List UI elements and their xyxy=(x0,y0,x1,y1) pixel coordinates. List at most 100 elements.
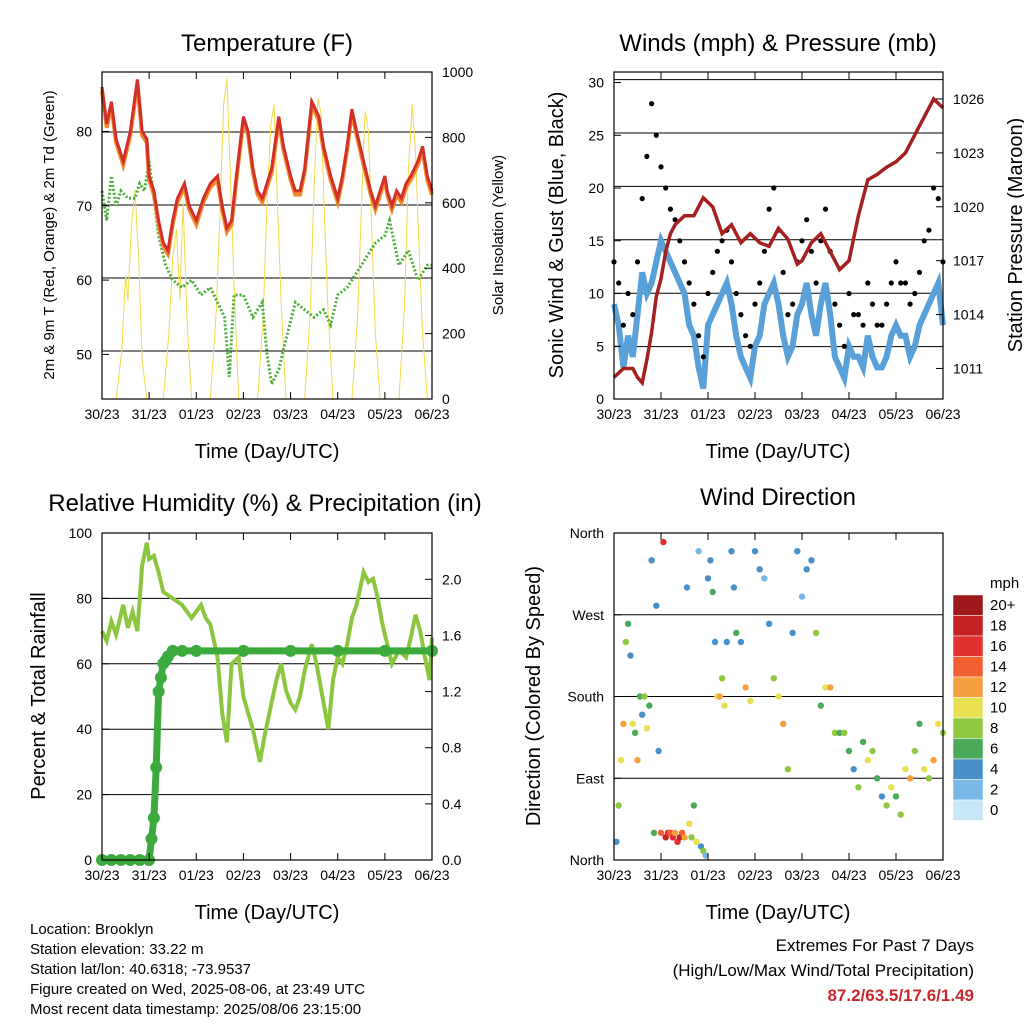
winds-y2-tick-label: 1017 xyxy=(953,253,984,269)
gust-point xyxy=(874,322,880,328)
gust-point xyxy=(822,206,829,212)
gust-point xyxy=(837,322,843,328)
direction-y-tick-label: East xyxy=(576,770,604,786)
winds-x-tick-label: 03/23 xyxy=(784,406,819,422)
direction-left-axis: North East South West North xyxy=(567,525,621,868)
direction-point xyxy=(794,548,801,555)
direction-point xyxy=(681,834,688,841)
direction-point xyxy=(765,620,773,627)
direction-point xyxy=(702,852,709,859)
temperature-y2-tick-label: 400 xyxy=(442,260,466,276)
direction-point xyxy=(688,834,695,841)
speed-legend-swatch xyxy=(952,799,984,821)
winds-y-tick-label: 30 xyxy=(588,75,604,91)
direction-point xyxy=(859,738,867,746)
direction-point xyxy=(634,756,641,764)
direction-y-tick-label: West xyxy=(572,607,604,623)
temperature-panel: Temperature (F) 50 60 70 80 0 200 400 600 800 10… xyxy=(41,30,507,463)
direction-point xyxy=(617,756,625,764)
humidity-y2-tick-label: 0.4 xyxy=(442,796,462,812)
gust-point xyxy=(705,290,711,297)
direction-point xyxy=(620,720,627,727)
humidity-title: Relative Humidity (%) & Precipitation (i… xyxy=(48,490,481,517)
humidity-y-tick-label: 100 xyxy=(69,525,93,541)
gust-point xyxy=(813,280,819,286)
gust-point xyxy=(738,312,744,318)
rainfall-point xyxy=(176,644,189,657)
humidity-y2-tick-label: 0.8 xyxy=(442,740,462,756)
gust-point xyxy=(846,290,852,297)
gust-point xyxy=(658,164,664,170)
direction-point xyxy=(812,629,820,637)
gust-point xyxy=(677,238,683,244)
winds-y-tick-label: 25 xyxy=(588,127,604,143)
station-info: Location: Brooklyn Station elevation: 33… xyxy=(30,920,365,1020)
winds-y-tick-label: 10 xyxy=(588,286,604,302)
speed-legend-swatch xyxy=(952,697,984,719)
humidity-y-label: Percent & Total Rainfall xyxy=(28,592,50,800)
temp-2m-line xyxy=(100,79,434,255)
direction-point xyxy=(737,638,745,646)
direction-point xyxy=(930,756,937,764)
speed-legend-label: 4 xyxy=(990,761,998,778)
speed-legend-swatch xyxy=(952,676,984,698)
temperature-y-tick-label: 80 xyxy=(76,123,92,139)
direction-x-tick-label: 03/23 xyxy=(784,867,819,883)
direction-x-tick-label: 02/23 xyxy=(737,867,772,883)
gust-point xyxy=(649,101,655,107)
rainfall-point xyxy=(378,644,391,657)
speed-legend-swatch xyxy=(952,615,984,637)
gust-point xyxy=(757,280,763,286)
gust-point xyxy=(634,259,641,265)
gust-point xyxy=(926,227,932,233)
temperature-y-tick-label: 60 xyxy=(76,272,92,288)
direction-point xyxy=(624,620,632,627)
extremes-heading: Extremes For Past 7 Days xyxy=(775,936,974,955)
direction-point xyxy=(653,602,660,609)
direction-point xyxy=(695,548,702,555)
direction-point xyxy=(784,766,792,773)
humidity-y-tick-label: 80 xyxy=(76,590,92,606)
direction-x-tick-label: 04/23 xyxy=(831,867,866,883)
direction-point xyxy=(869,747,876,755)
winds-x-label: Time (Day/UTC) xyxy=(706,441,851,463)
winds-y2-tick-label: 1011 xyxy=(953,360,983,376)
humidity-x-tick-label: 03/23 xyxy=(273,867,308,883)
temperature-y-tick-label: 70 xyxy=(76,198,92,214)
speed-legend-swatch xyxy=(952,717,984,739)
temperature-x-label: Time (Day/UTC) xyxy=(195,441,340,463)
direction-x-axis: 30/23 31/23 01/23 02/23 03/23 04/23 05/23 06/23 xyxy=(596,533,961,883)
gust-point xyxy=(719,238,725,244)
direction-point xyxy=(641,693,648,700)
humidity-left-axis: 0 20 40 60 80 100 xyxy=(69,525,109,868)
rainfall-point xyxy=(154,671,167,684)
gust-point xyxy=(907,301,913,307)
gust-point xyxy=(653,132,659,138)
gust-point xyxy=(766,206,772,212)
gust-point xyxy=(898,280,904,286)
direction-point xyxy=(827,684,834,691)
direction-point xyxy=(902,766,909,773)
speed-legend-swatch xyxy=(952,738,984,760)
temperature-right-axis: 0 200 400 600 800 1000 xyxy=(425,64,473,407)
direction-point xyxy=(845,747,853,755)
humidity-x-tick-label: 04/23 xyxy=(320,867,355,883)
speed-legend-label: 0 xyxy=(990,802,998,819)
extremes-box: Extremes For Past 7 Days (High/Low/Max W… xyxy=(673,933,974,1008)
gust-point xyxy=(644,153,650,159)
direction-point xyxy=(798,593,806,600)
gust-point xyxy=(860,322,866,328)
speed-legend-label: 14 xyxy=(990,659,1007,676)
temperature-x-tick-label: 31/23 xyxy=(132,406,167,422)
dewpoint-line xyxy=(100,160,432,390)
temperature-y-tick-label: 50 xyxy=(76,346,92,362)
gust-point xyxy=(630,312,636,318)
rainfall-point xyxy=(166,644,179,657)
humidity-y-tick-label: 20 xyxy=(76,787,92,803)
direction-x-tick-label: 30/23 xyxy=(596,867,631,883)
temperature-gridlines xyxy=(102,131,432,352)
gust-point xyxy=(841,343,847,349)
speed-legend-swatch xyxy=(952,594,984,616)
temperature-title: Temperature (F) xyxy=(181,30,353,57)
direction-x-label: Time (Day/UTC) xyxy=(706,902,851,924)
